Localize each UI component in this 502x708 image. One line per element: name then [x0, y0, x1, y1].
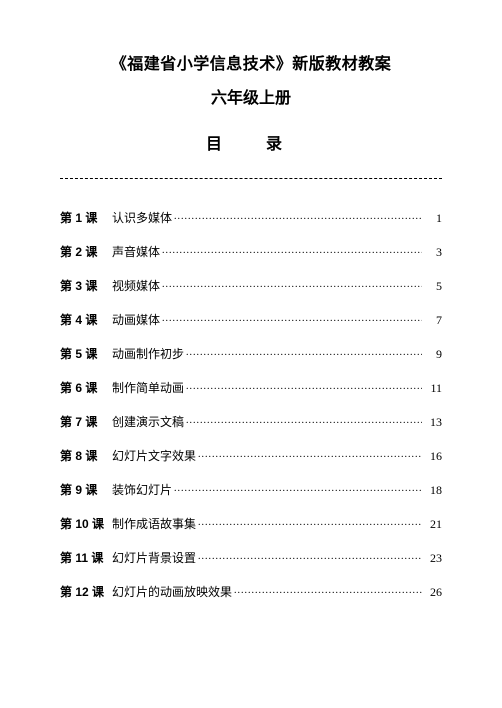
lesson-label: 第 10 课: [60, 515, 112, 532]
toc-row: 第 3 课视频媒体 5: [60, 277, 442, 294]
lesson-label: 第 11 课: [60, 549, 112, 566]
page-number: 7: [424, 313, 442, 328]
toc-row: 第 12 课幻灯片的动画放映效果 26: [60, 583, 442, 600]
page-number: 5: [424, 279, 442, 294]
leader-dots: [198, 448, 422, 460]
lesson-label: 第 3 课: [60, 277, 112, 294]
toc-heading: 目 录: [60, 130, 442, 154]
leader-dots: [162, 244, 422, 256]
lesson-title: 幻灯片背景设置: [112, 549, 196, 566]
lesson-label: 第 8 课: [60, 447, 112, 464]
leader-dots: [198, 550, 422, 562]
lesson-title: 幻灯片文字效果: [112, 447, 196, 464]
lesson-title: 创建演示文稿: [112, 413, 184, 430]
page-number: 21: [424, 517, 442, 532]
lesson-label: 第 12 课: [60, 583, 112, 600]
subtitle: 六年级上册: [60, 84, 442, 108]
leader-dots: [186, 414, 422, 426]
lesson-title: 声音媒体: [112, 243, 160, 260]
page-number: 23: [424, 551, 442, 566]
lesson-title: 视频媒体: [112, 277, 160, 294]
leader-dots: [186, 346, 422, 358]
toc-row: 第 9 课装饰幻灯片 18: [60, 481, 442, 498]
page-number: 3: [424, 245, 442, 260]
toc-row: 第 1 课认识多媒体 1: [60, 209, 442, 226]
leader-dots: [198, 516, 422, 528]
toc-row: 第 11 课幻灯片背景设置 23: [60, 549, 442, 566]
page-number: 11: [424, 381, 442, 396]
leader-dots: [186, 380, 422, 392]
leader-dots: [162, 278, 422, 290]
toc-row: 第 7 课创建演示文稿 13: [60, 413, 442, 430]
lesson-title: 动画制作初步: [112, 345, 184, 362]
toc-row: 第 2 课声音媒体 3: [60, 243, 442, 260]
toc-row: 第 4 课动画媒体 7: [60, 311, 442, 328]
page-number: 26: [424, 585, 442, 600]
lesson-label: 第 4 课: [60, 311, 112, 328]
lesson-label: 第 7 课: [60, 413, 112, 430]
page-number: 16: [424, 449, 442, 464]
lesson-title: 制作成语故事集: [112, 515, 196, 532]
lesson-title: 制作简单动画: [112, 379, 184, 396]
toc-row: 第 8 课幻灯片文字效果 16: [60, 447, 442, 464]
lesson-label: 第 2 课: [60, 243, 112, 260]
page-number: 13: [424, 415, 442, 430]
toc-list: 第 1 课认识多媒体 1 第 2 课声音媒体 3 第 3 课视频媒体 5 第 4 课动画媒体…: [60, 209, 442, 600]
toc-row: 第 6 课制作简单动画 11: [60, 379, 442, 396]
toc-row: 第 10 课制作成语故事集 21: [60, 515, 442, 532]
lesson-title: 认识多媒体: [112, 209, 172, 226]
page-number: 9: [424, 347, 442, 362]
lesson-title: 幻灯片的动画放映效果: [112, 583, 232, 600]
divider-dashed: [60, 178, 442, 179]
leader-dots: [234, 584, 422, 596]
lesson-title: 动画媒体: [112, 311, 160, 328]
title-block: 《福建省小学信息技术》新版教材教案 六年级上册 目 录: [60, 50, 442, 154]
page-number: 18: [424, 483, 442, 498]
leader-dots: [174, 482, 422, 494]
lesson-label: 第 6 课: [60, 379, 112, 396]
lesson-label: 第 9 课: [60, 481, 112, 498]
main-title: 《福建省小学信息技术》新版教材教案: [60, 50, 442, 74]
lesson-label: 第 5 课: [60, 345, 112, 362]
lesson-label: 第 1 课: [60, 209, 112, 226]
leader-dots: [174, 210, 422, 222]
page-number: 1: [424, 211, 442, 226]
toc-row: 第 5 课动画制作初步 9: [60, 345, 442, 362]
lesson-title: 装饰幻灯片: [112, 481, 172, 498]
leader-dots: [162, 312, 422, 324]
